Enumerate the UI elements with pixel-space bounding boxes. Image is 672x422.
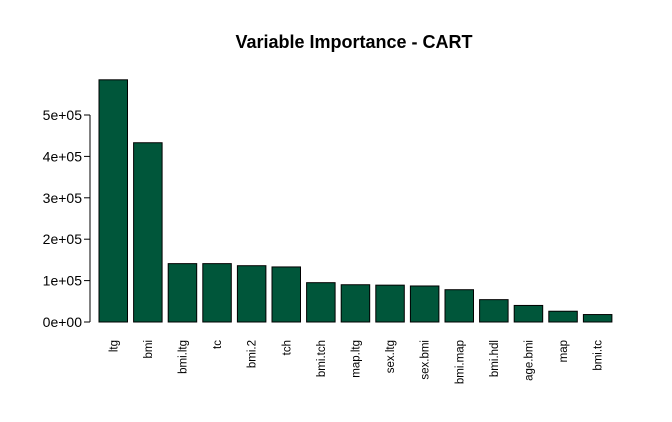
bar-sex-ltg — [375, 284, 405, 323]
bar-sex-bmi — [409, 285, 440, 323]
x-axis-labels: ltg bmi bmi.ltg tc bmi.2 tch bmi.tch map.ltg sex… — [108, 340, 604, 384]
x-tick-label: sex.bmi — [420, 340, 432, 380]
bar-ltg — [98, 79, 128, 323]
bars — [98, 79, 613, 323]
x-tick-label: bmi.ltg — [177, 340, 189, 374]
x-tick-label: ltg — [108, 340, 120, 352]
x-tick-label: bmi.hdl — [489, 340, 501, 377]
x-tick-label: tch — [281, 340, 293, 355]
x-tick-label: bmi.2 — [247, 340, 259, 368]
x-tick-label: age.bmi — [523, 340, 535, 381]
bar-map-ltg — [340, 284, 371, 323]
bar-tc — [202, 263, 232, 323]
bar-bmi-tc — [582, 314, 613, 323]
x-tick-label: bmi.tc — [593, 340, 605, 371]
x-tick-label: tc — [212, 340, 224, 349]
y-axis: 0e+00 1e+05 2e+05 3e+05 4e+05 5e+05 — [43, 107, 91, 330]
y-tick-label: 0e+00 — [43, 314, 83, 330]
x-tick-label: bmi.tch — [316, 340, 328, 377]
x-tick-label: sex.ltg — [385, 340, 397, 373]
bar-bmi — [133, 142, 163, 323]
y-tick-label: 2e+05 — [43, 231, 83, 247]
y-tick-label: 4e+05 — [43, 148, 83, 164]
bar-bmi-map — [444, 289, 474, 323]
chart-title: Variable Importance - CART — [235, 32, 472, 52]
x-tick-label: map.ltg — [350, 340, 362, 378]
bar-age-bmi — [513, 304, 544, 323]
y-tick-label: 3e+05 — [43, 190, 83, 206]
bar-tch — [271, 266, 301, 323]
x-tick-label: bmi — [143, 340, 155, 359]
y-tick-label: 1e+05 — [43, 273, 83, 289]
x-tick-label: bmi.map — [454, 340, 466, 384]
bar-bmi-2 — [236, 265, 267, 323]
bar-bmi-ltg — [167, 263, 198, 323]
bar-map — [548, 310, 578, 323]
y-tick-label: 5e+05 — [43, 107, 83, 123]
bar-bmi-hdl — [479, 299, 509, 323]
bar-bmi-tch — [306, 282, 336, 323]
x-tick-label: map — [558, 340, 570, 362]
